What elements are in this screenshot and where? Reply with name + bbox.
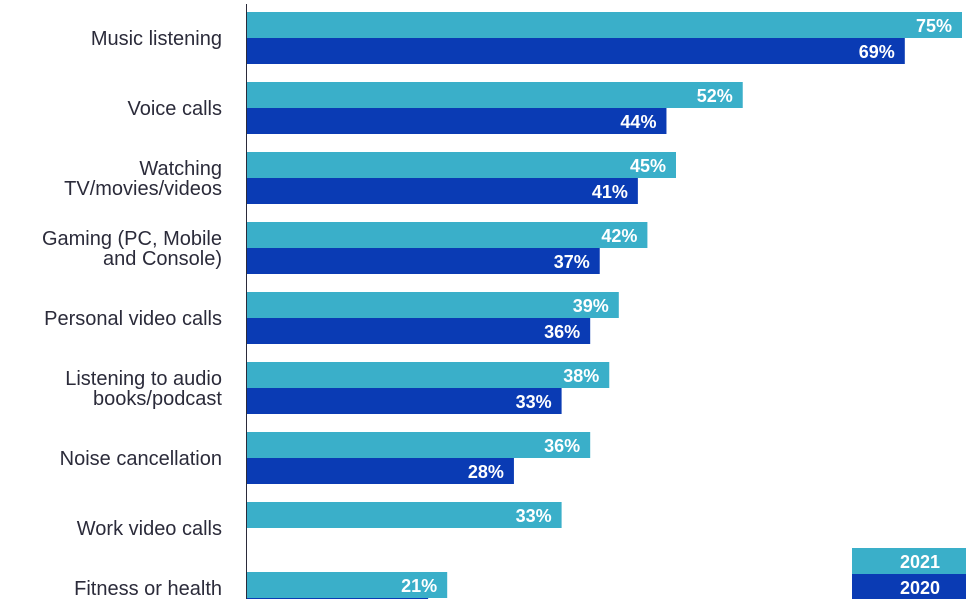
value-label-2021: 39% [573, 296, 609, 316]
bar-2020 [247, 248, 600, 274]
category-label-line: Watching [139, 158, 222, 180]
bar-2020 [247, 108, 667, 134]
legend: 2021 2020 [852, 548, 966, 599]
category-label: Listening to audio books/podcast [65, 368, 222, 410]
value-label-2021: 36% [544, 436, 580, 456]
category-label: Personal video calls [44, 308, 222, 330]
bar-2021 [247, 572, 448, 598]
bar-2020 [247, 388, 562, 414]
category-label-line: books/podcast [93, 388, 222, 410]
bar-2020 [247, 178, 638, 204]
legend-swatch-2020 [852, 574, 966, 599]
category-label: Music listening [91, 28, 222, 50]
value-label-2021: 45% [630, 156, 666, 176]
category-label: Voice calls [128, 98, 223, 120]
value-label-2021: 38% [563, 366, 599, 386]
bar-2021 [247, 502, 562, 528]
bar-2021 [247, 292, 619, 318]
category-label-line: Fitness or health [74, 578, 222, 599]
value-label-2020: 69% [859, 42, 895, 62]
category-label-line: and Console) [103, 248, 222, 270]
value-label-2021: 33% [516, 506, 552, 526]
bar-2021 [247, 152, 676, 178]
legend-label-2020: 2020 [900, 578, 940, 598]
category-label: Watching TV/movies/videos [64, 158, 222, 200]
legend-label-2021: 2021 [900, 552, 940, 572]
category-label-line: Music listening [91, 28, 222, 50]
bar-2021 [247, 222, 648, 248]
value-label-2020: 33% [516, 392, 552, 412]
category-label-line: Listening to audio [65, 368, 222, 390]
category-label-line: Gaming (PC, Mobile [42, 228, 222, 250]
bar-2021 [247, 362, 610, 388]
value-label-2021: 21% [401, 576, 437, 596]
value-label-2021: 52% [697, 86, 733, 106]
value-label-2021: 75% [916, 16, 952, 36]
bar-2021 [247, 432, 591, 458]
category-label-line: Noise cancellation [60, 448, 222, 470]
value-label-2020: 41% [592, 182, 628, 202]
category-label: Fitness or healthtracking [74, 578, 222, 599]
category-label-line: Work video calls [77, 518, 222, 540]
bar-2020 [247, 458, 514, 484]
bar-2021 [247, 82, 743, 108]
category-label-line: Personal video calls [44, 308, 222, 330]
category-label: Noise cancellation [60, 448, 222, 470]
value-label-2021: 42% [601, 226, 637, 246]
bar-group: Music listening 75% 69% Voice calls 52% 44% Wa… [42, 12, 962, 599]
value-label-2020: 36% [544, 322, 580, 342]
legend-swatch-2021 [852, 548, 966, 574]
category-label-line: Voice calls [128, 98, 223, 120]
category-label: Gaming (PC, Mobile and Console) [42, 228, 222, 270]
category-label: Work video calls [77, 518, 222, 540]
bar-2020 [247, 38, 905, 64]
bar-2020 [247, 318, 591, 344]
value-label-2020: 28% [468, 462, 504, 482]
category-label-line: TV/movies/videos [64, 178, 222, 200]
value-label-2020: 44% [620, 112, 656, 132]
bar-2021 [247, 12, 962, 38]
value-label-2020: 37% [554, 252, 590, 272]
